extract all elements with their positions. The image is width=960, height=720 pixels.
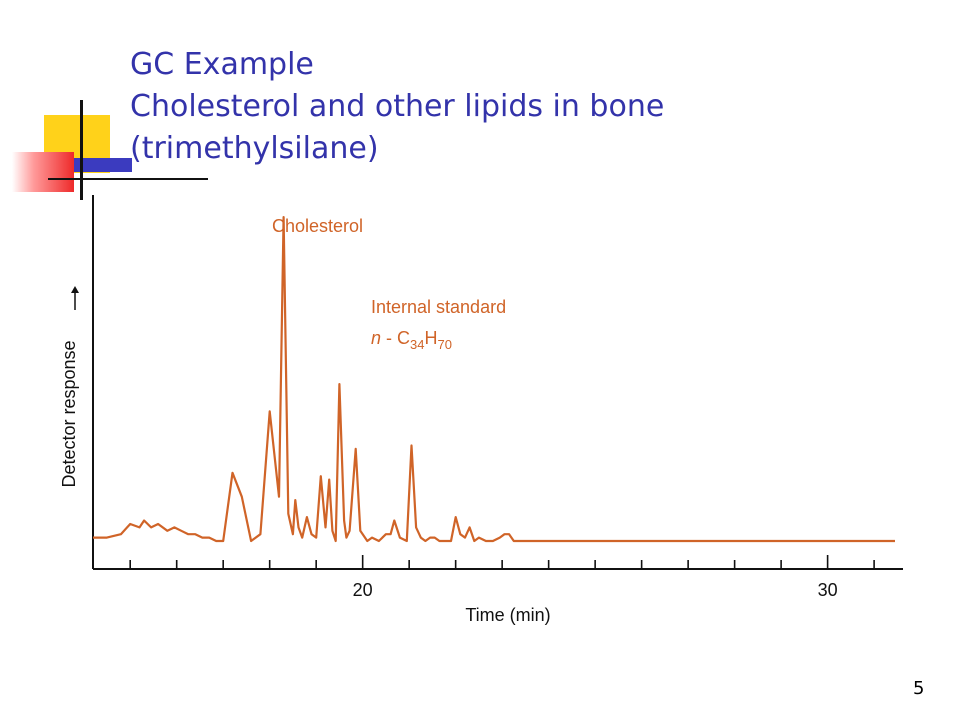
chart-series (93, 216, 895, 543)
x-tick-label: 30 (818, 580, 838, 600)
page-number: 5 (913, 678, 925, 699)
y-axis-label: Detector response (59, 340, 79, 487)
slide-title: GC Example Cholesterol and other lipids … (130, 44, 664, 170)
decor-red-gradient-square (12, 152, 74, 192)
x-axis-label: Time (min) (465, 605, 550, 625)
formula-part: H (424, 328, 437, 348)
formula-part: - C (381, 328, 410, 348)
decor-horizontal-line (48, 178, 208, 180)
title-line-2: Cholesterol and other lipids in bone (130, 89, 665, 124)
formula-part: 34 (410, 337, 424, 352)
decor-blue-bar (74, 158, 132, 172)
annotation-cholesterol: Cholesterol (272, 216, 363, 236)
y-axis-arrow-head (71, 286, 79, 293)
annotation-internal-standard: Internal standard (371, 297, 506, 317)
x-tick-label: 20 (353, 580, 373, 600)
title-line-1: GC Example (130, 47, 314, 82)
series-line (93, 216, 895, 543)
y-axis-label-group: Detector response (59, 286, 79, 488)
decor-vertical-line (80, 100, 83, 200)
formula-part: n (371, 328, 381, 348)
chart-axes (92, 195, 903, 570)
formula-part: 70 (437, 337, 451, 352)
title-line-3: (trimethylsilane) (130, 131, 379, 166)
annotation-formula: n - C34H70 (371, 328, 452, 352)
chart-labels: 20 30 Time (min) Detector response Cholester… (59, 216, 838, 625)
